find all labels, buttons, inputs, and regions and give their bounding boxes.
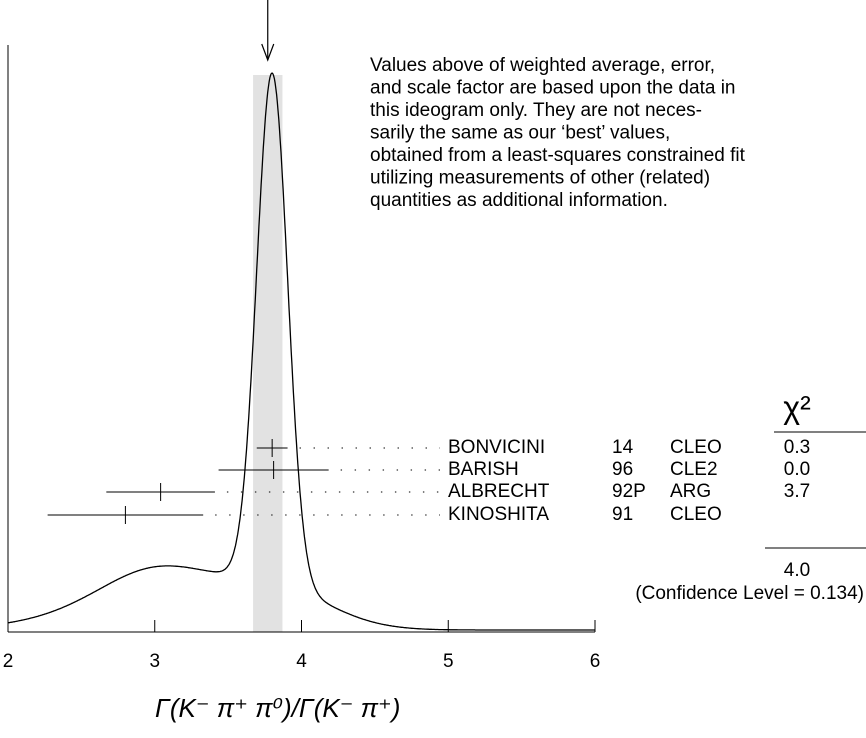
measurement-experiment: CLEO	[670, 437, 722, 458]
measurement-name: KINOSHITA	[448, 504, 549, 525]
measurement-experiment: CLEO	[670, 504, 722, 525]
x-tick-label: 2	[3, 651, 14, 672]
average-band	[253, 75, 283, 632]
x-axis-label: Γ(K⁻ π⁺ π⁰)/Γ(K⁻ π⁺)	[155, 693, 400, 723]
measurement-name: ALBRECHT	[448, 481, 550, 502]
note-line: utilizing measurements of other (related…	[370, 168, 710, 189]
chi2-value: 3.7	[784, 481, 810, 502]
measurement-name: BONVICINI	[448, 437, 545, 458]
measurement-year: 14	[612, 437, 634, 458]
measurement-year: 92P	[612, 481, 646, 502]
measurement-year: 91	[612, 504, 633, 525]
measurement-experiment: CLE2	[670, 459, 718, 480]
note-line: quantities as additional information.	[370, 190, 668, 211]
measurement-year: 96	[612, 459, 633, 480]
measurement-experiment: ARG	[670, 481, 711, 502]
ideogram-curve	[7, 72, 595, 631]
note-line: sarily the same as our ‘best’ values,	[370, 123, 670, 144]
x-tick-label: 3	[149, 651, 160, 672]
measurement-name: BARISH	[448, 459, 519, 480]
note-line: this ideogram only. They are not neces-	[370, 100, 702, 121]
chi2-header: χ²	[783, 389, 811, 425]
confidence-level: (Confidence Level = 0.134)	[635, 583, 864, 604]
note-line: obtained from a least-squares constraine…	[370, 145, 746, 166]
chi2-value: 0.3	[784, 437, 810, 458]
chi2-total: 4.0	[784, 560, 810, 581]
chi2-value: 0.0	[784, 459, 810, 480]
x-tick-label: 4	[296, 651, 307, 672]
x-tick-label: 5	[443, 651, 454, 672]
note-line: and scale factor are based upon the data…	[370, 78, 735, 99]
x-tick-label: 6	[590, 651, 601, 672]
arrow-head	[261, 43, 275, 62]
note-line: Values above of weighted average, error,	[370, 55, 715, 76]
